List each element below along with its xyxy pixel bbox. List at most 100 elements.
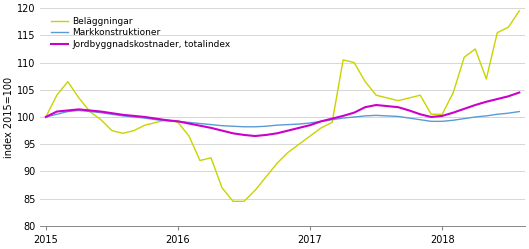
Jordbyggnadskostnader, totalindex [230,132,236,135]
Markkonstruktioner [395,115,402,118]
Markkonstruktioner [428,120,434,123]
Markkonstruktioner [285,123,291,126]
Markkonstruktioner [483,114,489,117]
Beläggningar [373,94,379,97]
Jordbyggnadskostnader, totalindex [373,104,379,107]
Jordbyggnadskostnader, totalindex [428,116,434,119]
Markkonstruktioner [230,125,236,128]
Markkonstruktioner [384,114,390,117]
Markkonstruktioner [87,110,93,113]
Markkonstruktioner [472,116,478,119]
Jordbyggnadskostnader, totalindex [252,134,258,137]
Markkonstruktioner [120,114,126,117]
Markkonstruktioner [340,117,346,120]
Y-axis label: index 2015=100: index 2015=100 [4,76,14,158]
Jordbyggnadskostnader, totalindex [131,114,137,117]
Jordbyggnadskostnader, totalindex [175,120,181,123]
Beläggningar [340,58,346,61]
Markkonstruktioner [461,117,468,120]
Jordbyggnadskostnader, totalindex [164,119,170,122]
Beläggningar [131,129,137,132]
Markkonstruktioner [109,113,115,116]
Jordbyggnadskostnader, totalindex [329,117,335,120]
Markkonstruktioner [505,112,512,115]
Beläggningar [516,9,523,12]
Beläggningar [472,48,478,51]
Jordbyggnadskostnader, totalindex [384,105,390,108]
Beläggningar [417,94,423,97]
Jordbyggnadskostnader, totalindex [483,100,489,103]
Legend: Beläggningar, Markkonstruktioner, Jordbyggnadskostnader, totalindex: Beläggningar, Markkonstruktioner, Jordby… [50,15,232,51]
Markkonstruktioner [142,117,148,120]
Markkonstruktioner [362,114,368,117]
Beläggningar [351,61,357,64]
Line: Beläggningar: Beläggningar [46,11,519,201]
Markkonstruktioner [76,109,82,112]
Beläggningar [296,143,302,146]
Markkonstruktioner [164,119,170,122]
Jordbyggnadskostnader, totalindex [439,114,445,117]
Jordbyggnadskostnader, totalindex [120,113,126,116]
Beläggningar [494,31,500,34]
Markkonstruktioner [219,124,225,127]
Markkonstruktioner [153,118,159,121]
Jordbyggnadskostnader, totalindex [318,120,324,123]
Beläggningar [307,134,313,137]
Beläggningar [153,121,159,124]
Beläggningar [120,132,126,135]
Jordbyggnadskostnader, totalindex [142,116,148,119]
Markkonstruktioner [197,122,203,125]
Jordbyggnadskostnader, totalindex [285,129,291,132]
Jordbyggnadskostnader, totalindex [362,106,368,109]
Beläggningar [252,189,258,192]
Jordbyggnadskostnader, totalindex [219,129,225,132]
Jordbyggnadskostnader, totalindex [65,109,71,112]
Beläggningar [406,96,413,99]
Jordbyggnadskostnader, totalindex [263,133,269,136]
Markkonstruktioner [296,123,302,125]
Jordbyggnadskostnader, totalindex [208,126,214,129]
Markkonstruktioner [252,125,258,128]
Jordbyggnadskostnader, totalindex [307,124,313,127]
Beläggningar [219,186,225,189]
Jordbyggnadskostnader, totalindex [395,106,402,109]
Markkonstruktioner [516,110,523,113]
Jordbyggnadskostnader, totalindex [153,117,159,120]
Beläggningar [109,129,115,132]
Beläggningar [76,96,82,99]
Beläggningar [43,116,49,119]
Markkonstruktioner [439,120,445,123]
Markkonstruktioner [208,123,214,126]
Jordbyggnadskostnader, totalindex [351,111,357,114]
Markkonstruktioner [417,118,423,121]
Jordbyggnadskostnader, totalindex [461,107,468,110]
Beläggningar [362,80,368,83]
Beläggningar [329,121,335,124]
Jordbyggnadskostnader, totalindex [417,113,423,116]
Beläggningar [142,124,148,127]
Jordbyggnadskostnader, totalindex [274,132,280,135]
Beläggningar [197,159,203,162]
Markkonstruktioner [263,125,269,128]
Jordbyggnadskostnader, totalindex [87,109,93,112]
Jordbyggnadskostnader, totalindex [516,91,523,94]
Jordbyggnadskostnader, totalindex [76,108,82,111]
Beläggningar [53,94,60,97]
Jordbyggnadskostnader, totalindex [406,109,413,112]
Markkonstruktioner [274,124,280,127]
Markkonstruktioner [318,120,324,123]
Markkonstruktioner [175,120,181,123]
Jordbyggnadskostnader, totalindex [53,110,60,113]
Jordbyggnadskostnader, totalindex [296,126,302,129]
Beläggningar [230,200,236,203]
Markkonstruktioner [131,116,137,119]
Markkonstruktioner [241,125,247,128]
Beläggningar [241,200,247,203]
Beläggningar [395,99,402,102]
Markkonstruktioner [53,113,60,116]
Markkonstruktioner [329,118,335,121]
Jordbyggnadskostnader, totalindex [186,122,192,125]
Markkonstruktioner [450,119,457,122]
Beläggningar [461,56,468,59]
Markkonstruktioner [351,116,357,119]
